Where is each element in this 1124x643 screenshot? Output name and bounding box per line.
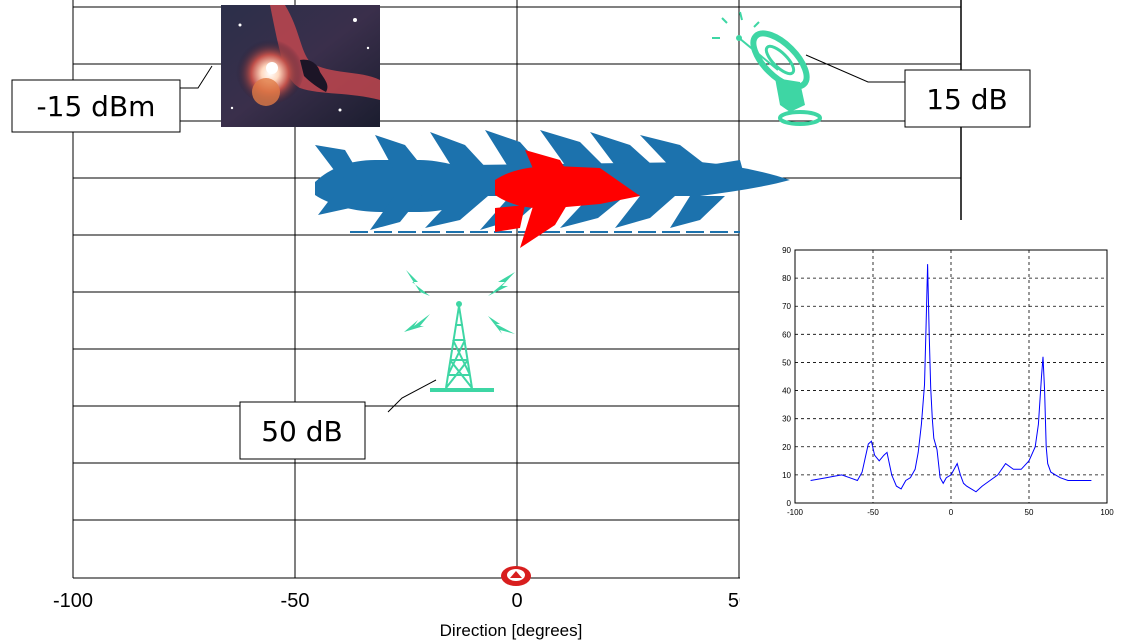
jet-icon bbox=[690, 160, 745, 180]
jet-icon bbox=[495, 205, 525, 232]
jet-icon bbox=[590, 132, 675, 228]
radio-tower-icon bbox=[404, 270, 515, 392]
inset-y-tick-label: 60 bbox=[782, 330, 791, 339]
inset-y-tick-label: 30 bbox=[782, 415, 791, 424]
inset-spectrum-chart: -100 -50 0 50 100 0 10 20 30 40 50 60 70 80 90 bbox=[740, 221, 1124, 643]
grid-lines bbox=[73, 0, 961, 578]
callout-tower: 50 dB bbox=[239, 379, 437, 460]
inset-y-tick-label: 20 bbox=[782, 443, 791, 452]
satellite-dish-icon bbox=[712, 11, 822, 126]
spectrum-line bbox=[810, 264, 1092, 493]
callout-satellite: 15 dB bbox=[805, 54, 1031, 128]
receiver-ring-icon bbox=[501, 566, 531, 586]
inset-x-tick-label: 100 bbox=[1100, 508, 1114, 517]
jet-icon bbox=[370, 135, 425, 230]
jet-icon bbox=[600, 188, 640, 200]
x-axis-title: Direction [degrees] bbox=[440, 621, 583, 640]
inset-x-tick-label: -50 bbox=[867, 508, 879, 517]
inset-series bbox=[810, 264, 1092, 493]
jet-icon bbox=[425, 132, 490, 228]
inset-y-tick-label: 40 bbox=[782, 387, 791, 396]
x-tick-label: 0 bbox=[511, 590, 522, 612]
inset-y-tick-label: 50 bbox=[782, 358, 791, 367]
callout-tower-label: 50 dB bbox=[261, 415, 343, 448]
jet-icon bbox=[520, 200, 570, 248]
nebula-image bbox=[221, 5, 380, 127]
inset-y-tick-label: 0 bbox=[787, 499, 792, 508]
x-tick-label: -50 bbox=[281, 590, 310, 612]
target-jet bbox=[495, 150, 640, 248]
jet-icon bbox=[540, 130, 625, 228]
inset-y-tick-label: 70 bbox=[782, 302, 791, 311]
inset-y-tick-label: 80 bbox=[782, 274, 791, 283]
jet-icon bbox=[315, 145, 362, 215]
inset-x-tick-label: -100 bbox=[787, 508, 804, 517]
callout-satellite-label: 15 dB bbox=[926, 83, 1008, 116]
inset-y-tick-label: 90 bbox=[782, 246, 791, 255]
inset-y-tick-label: 10 bbox=[782, 471, 791, 480]
x-tick-label: -100 bbox=[53, 590, 93, 612]
jet-icon bbox=[525, 150, 575, 185]
callout-nebula-label: -15 dBm bbox=[37, 90, 156, 123]
inset-x-tick-label: 50 bbox=[1025, 508, 1034, 517]
inset-x-tick-label: 0 bbox=[949, 508, 954, 517]
jet-icon bbox=[640, 135, 725, 228]
inset-tick-labels: -100 -50 0 50 100 0 10 20 30 40 50 60 70 80 90 bbox=[782, 246, 1114, 517]
callout-nebula: -15 dBm bbox=[11, 65, 213, 133]
